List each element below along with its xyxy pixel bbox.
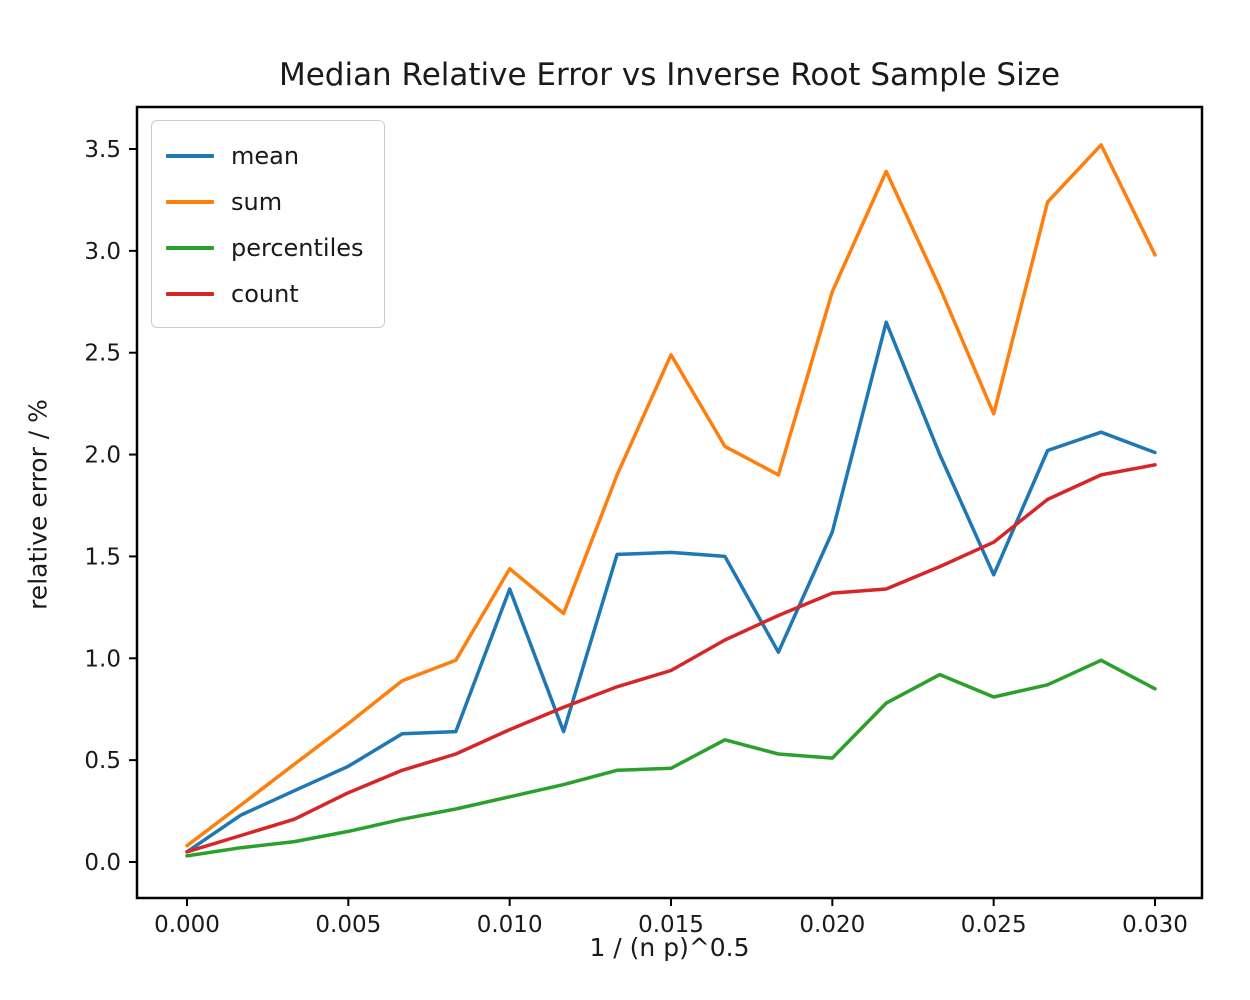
- y-tick-label: 0.0: [84, 850, 121, 876]
- legend-swatch-percentiles: [166, 246, 214, 250]
- y-tick-label: 0.5: [84, 748, 121, 774]
- x-tick-label: 0.020: [799, 912, 865, 938]
- x-tick-label: 0.000: [154, 912, 220, 938]
- legend-swatch-sum: [166, 200, 214, 204]
- line-mean: [185, 320, 1157, 854]
- x-tick-label: 0.015: [638, 912, 704, 938]
- line-sum: [185, 143, 1157, 848]
- y-tick-label: 3.0: [84, 239, 121, 265]
- line-count: [185, 463, 1157, 854]
- legend-label-mean: mean: [231, 142, 300, 170]
- y-tick-label: 2.5: [84, 341, 121, 367]
- legend: mean sum percentiles count: [151, 120, 385, 328]
- legend-item-percentiles: percentiles: [166, 225, 384, 271]
- chart-title: Median Relative Error vs Inverse Root Sa…: [278, 57, 1061, 93]
- x-tick-label: 0.005: [315, 912, 381, 938]
- legend-label-percentiles: percentiles: [231, 234, 364, 262]
- x-tick-label: 0.030: [1122, 912, 1188, 938]
- y-tick-label: 3.5: [84, 137, 121, 163]
- y-tick-label: 2.0: [84, 443, 121, 469]
- legend-swatch-mean: [166, 154, 214, 158]
- x-tick-label: 0.025: [961, 912, 1027, 938]
- legend-label-count: count: [231, 280, 299, 308]
- x-tick-label: 0.010: [477, 912, 543, 938]
- y-axis-label: relative error / %: [23, 399, 53, 610]
- y-tick-label: 1.5: [84, 544, 121, 570]
- legend-item-mean: mean: [166, 133, 384, 179]
- legend-item-sum: sum: [166, 179, 384, 225]
- y-tick-label: 1.0: [84, 646, 121, 672]
- legend-swatch-count: [166, 292, 214, 296]
- plot-border: [135, 105, 1204, 900]
- line-percentiles: [185, 658, 1157, 858]
- x-axis-label: 1 / (n p)^0.5: [589, 933, 750, 962]
- legend-item-count: count: [166, 271, 384, 317]
- legend-label-sum: sum: [231, 188, 283, 216]
